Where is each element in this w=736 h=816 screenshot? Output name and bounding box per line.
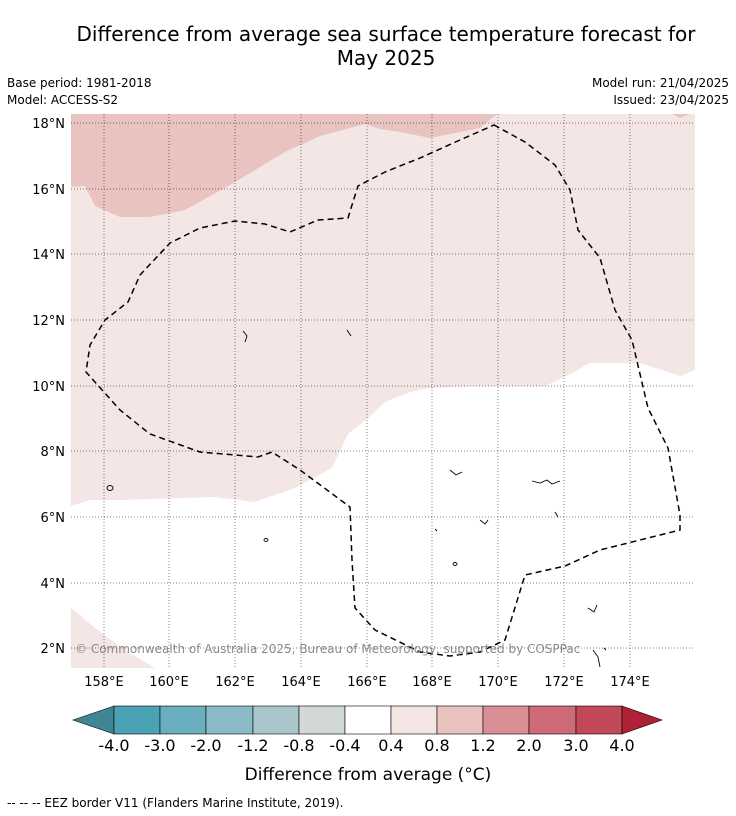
colorbar-tick: 0.8 [424,736,449,755]
meta-left: Base period: 1981-2018 Model: ACCESS-S2 [7,75,152,109]
colorbar-tick: -2.0 [190,736,221,755]
colorbar-swatch [113,705,161,735]
colorbar-swatch [159,705,207,735]
lat-label: 8°N [41,445,66,460]
anomaly-region-light [71,114,695,506]
lon-label: 160°E [149,675,189,690]
colorbar-tick: -4.0 [98,736,129,755]
lat-label: 6°N [41,511,66,526]
colorbar-swatch [205,705,254,735]
colorbar-swatch [436,705,484,735]
lon-label: 172°E [544,675,584,690]
colorbar-tick: -0.8 [283,736,314,755]
colorbar-tick-labels: -4.0 -3.0 -2.0 -1.2 -0.8 -0.4 0.4 0.8 1.… [98,736,634,755]
eez-legend-note: -- -- -- EEZ border V11 (Flanders Marine… [7,796,344,810]
small-features [106,329,607,668]
lon-label: 162°E [215,675,255,690]
meta-right: Model run: 21/04/2025 Issued: 23/04/2025 [592,75,729,109]
colorbar-swatch [482,705,530,735]
colorbar-label: Difference from average (°C) [245,765,492,785]
base-period: Base period: 1981-2018 [7,76,152,90]
lon-label: 158°E [84,675,124,690]
model-run: Model run: 21/04/2025 [591,76,729,90]
lat-label: 4°N [41,577,66,592]
lat-label: 12°N [32,314,65,329]
anomaly-region-medium-ne [672,114,695,118]
lat-label: 2°N [41,642,66,657]
colorbar-tick: 4.0 [609,736,634,755]
colorbar-swatch [344,705,392,735]
colorbar [72,705,663,735]
colorbar-tick: -1.2 [237,736,268,755]
title-line-1: Difference from average sea surface temp… [76,22,696,46]
map-title: Difference from average sea surface temp… [0,22,736,70]
lat-label: 18°N [32,117,65,132]
issued-date: Issued: 23/04/2025 [613,93,729,107]
lat-label: 16°N [32,183,65,198]
eez-border [85,124,681,657]
lon-label: 174°E [610,675,650,690]
latitude-labels: 2°N 4°N 6°N 8°N 10°N 12°N 14°N 16°N 18°N [32,117,65,657]
colorbar-tick: 1.2 [470,736,495,755]
anomaly-region-light-sw [71,608,155,668]
lat-label: 14°N [32,248,65,263]
colorbar-tick: 3.0 [563,736,588,755]
colorbar-tick: -3.0 [144,736,175,755]
colorbar-under-arrow [72,705,115,735]
title-line-2: May 2025 [336,46,436,70]
model-name: Model: ACCESS-S2 [7,93,119,107]
anomaly-region-medium [71,114,497,217]
colorbar-swatch [575,705,623,735]
copyright-watermark: © Commonwealth of Australia 2025, Bureau… [75,642,580,656]
colorbar-swatch [390,705,438,735]
colorbar-swatch [528,705,577,735]
colorbar-tick: 0.4 [378,736,403,755]
map-gridlines [71,114,695,668]
longitude-labels: 158°E 160°E 162°E 164°E 166°E 168°E 170°… [84,675,650,690]
colorbar-tick: 2.0 [516,736,541,755]
colorbar-tick: -0.4 [329,736,360,755]
colorbar-swatch [252,705,300,735]
colorbar-swatch [298,705,346,735]
map-plot-area: © Commonwealth of Australia 2025, Bureau… [71,114,695,668]
lon-label: 164°E [281,675,321,690]
colorbar-over-arrow [621,705,663,735]
lon-label: 170°E [478,675,518,690]
lon-label: 168°E [412,675,452,690]
lon-label: 166°E [347,675,387,690]
lat-label: 10°N [32,380,65,395]
